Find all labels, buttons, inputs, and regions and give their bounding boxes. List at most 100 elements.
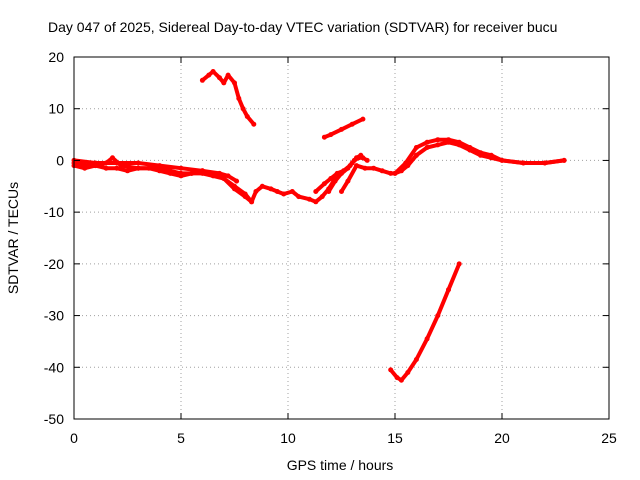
x-tick-label: 0 xyxy=(70,430,78,446)
data-point xyxy=(321,181,327,187)
data-point xyxy=(289,189,295,194)
data-point xyxy=(232,80,237,86)
data-point xyxy=(354,155,359,161)
data-point xyxy=(328,132,334,138)
data-point xyxy=(313,199,319,205)
data-point xyxy=(339,189,344,194)
data-point xyxy=(364,157,370,163)
y-tick-label: -10 xyxy=(44,204,64,220)
data-point xyxy=(306,196,312,202)
x-tick-label: 5 xyxy=(177,430,185,446)
data-point xyxy=(424,139,430,145)
data-point xyxy=(92,160,98,166)
data-point xyxy=(157,168,163,174)
data-point xyxy=(456,139,462,145)
y-tick-label: -40 xyxy=(44,359,64,375)
x-axis-label: GPS time / hours xyxy=(287,457,394,473)
data-point xyxy=(313,189,319,194)
data-point xyxy=(268,186,274,192)
grid xyxy=(74,57,609,419)
data-point xyxy=(413,152,419,158)
data-point xyxy=(167,170,173,176)
data-point xyxy=(225,72,231,78)
data-point xyxy=(349,121,355,127)
plot-frame xyxy=(73,56,610,420)
data-point xyxy=(146,165,152,171)
data-point xyxy=(424,336,430,342)
chart-title: Day 047 of 2025, Sidereal Day-to-day VTE… xyxy=(48,19,557,35)
data-point xyxy=(339,126,344,132)
data-point xyxy=(217,170,222,176)
data-point xyxy=(244,114,250,119)
data-point xyxy=(114,165,120,171)
data-point xyxy=(379,168,385,174)
data-point xyxy=(199,77,205,83)
data-point xyxy=(319,194,325,200)
data-point xyxy=(326,189,332,194)
data-point xyxy=(232,186,237,192)
data-point xyxy=(362,165,368,171)
data-point xyxy=(125,168,130,174)
data-point xyxy=(413,145,419,150)
data-point xyxy=(388,170,394,176)
data-point xyxy=(253,189,259,194)
data-point xyxy=(178,173,184,179)
data-point xyxy=(424,145,430,150)
data-point xyxy=(114,160,120,166)
data-point xyxy=(488,152,494,158)
data-point xyxy=(403,160,409,166)
y-tick-label: -30 xyxy=(44,308,64,324)
series-line-trace-10 xyxy=(388,261,462,383)
data-point xyxy=(435,142,441,148)
series-line-trace-3 xyxy=(72,158,239,184)
data-point xyxy=(358,152,364,158)
data-point xyxy=(251,121,257,127)
data-point xyxy=(354,163,359,169)
data-point xyxy=(413,357,419,362)
x-tick-label: 25 xyxy=(601,430,617,446)
data-point xyxy=(221,176,227,181)
x-tick-label: 15 xyxy=(387,430,403,446)
data-point xyxy=(189,170,195,176)
y-axis-label: SDTVAR / TECUs xyxy=(5,182,21,294)
data-point xyxy=(328,176,334,181)
data-point xyxy=(259,183,265,189)
data-point xyxy=(339,170,344,176)
data-point xyxy=(221,80,227,86)
data-point xyxy=(446,137,451,143)
data-point xyxy=(456,261,462,267)
data-point xyxy=(110,155,115,161)
data-point xyxy=(499,157,505,163)
data-point xyxy=(392,170,398,176)
series-layer xyxy=(71,69,567,383)
data-point xyxy=(82,163,88,169)
data-point xyxy=(178,165,184,171)
data-point xyxy=(349,160,355,166)
data-point xyxy=(446,287,451,293)
data-point xyxy=(236,95,242,101)
data-point xyxy=(135,165,141,171)
data-point xyxy=(478,150,484,156)
data-point xyxy=(321,134,327,140)
data-point xyxy=(394,375,400,381)
data-point xyxy=(345,178,351,184)
data-point xyxy=(345,165,351,171)
y-tick-label: -50 xyxy=(44,411,64,427)
data-point xyxy=(225,173,231,179)
data-point xyxy=(360,116,366,122)
x-axis: 0 5 10 15 20 25 xyxy=(70,57,617,446)
data-point xyxy=(520,160,526,166)
x-tick-label: 20 xyxy=(494,430,510,446)
y-tick-label: 10 xyxy=(48,101,64,117)
data-point xyxy=(281,191,287,197)
data-point xyxy=(242,194,248,200)
data-point xyxy=(542,160,548,166)
data-point xyxy=(371,165,377,171)
data-point xyxy=(157,163,163,169)
y-tick-label: 0 xyxy=(56,152,64,168)
data-point xyxy=(467,145,473,150)
y-tick-label: -20 xyxy=(44,256,64,272)
x-tick-label: 10 xyxy=(280,430,296,446)
data-point xyxy=(199,168,205,174)
data-point xyxy=(234,178,240,184)
